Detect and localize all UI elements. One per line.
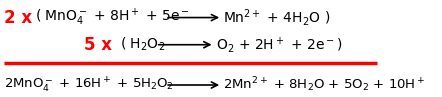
Text: ( H$_2$O$_2$: ( H$_2$O$_2$	[121, 36, 166, 53]
Text: Mn$^{2+}$ + 4H$_2$O ): Mn$^{2+}$ + 4H$_2$O )	[223, 7, 331, 28]
Text: 2 x: 2 x	[4, 9, 33, 27]
Text: 2MnO$_4^-$ + 16H$^+$ + 5H$_2$O$_2$: 2MnO$_4^-$ + 16H$^+$ + 5H$_2$O$_2$	[4, 76, 175, 94]
Text: O$_2$ + 2H$^+$ + 2e$^-$): O$_2$ + 2H$^+$ + 2e$^-$)	[216, 35, 342, 55]
Text: 5 x: 5 x	[84, 36, 112, 54]
Text: 2Mn$^{2+}$ + 8H$_2$O + 5O$_2$ + 10H$^+$: 2Mn$^{2+}$ + 8H$_2$O + 5O$_2$ + 10H$^+$	[223, 76, 426, 94]
Text: ( MnO$_4^-$ + 8H$^+$ + 5e$^-$: ( MnO$_4^-$ + 8H$^+$ + 5e$^-$	[35, 7, 190, 28]
